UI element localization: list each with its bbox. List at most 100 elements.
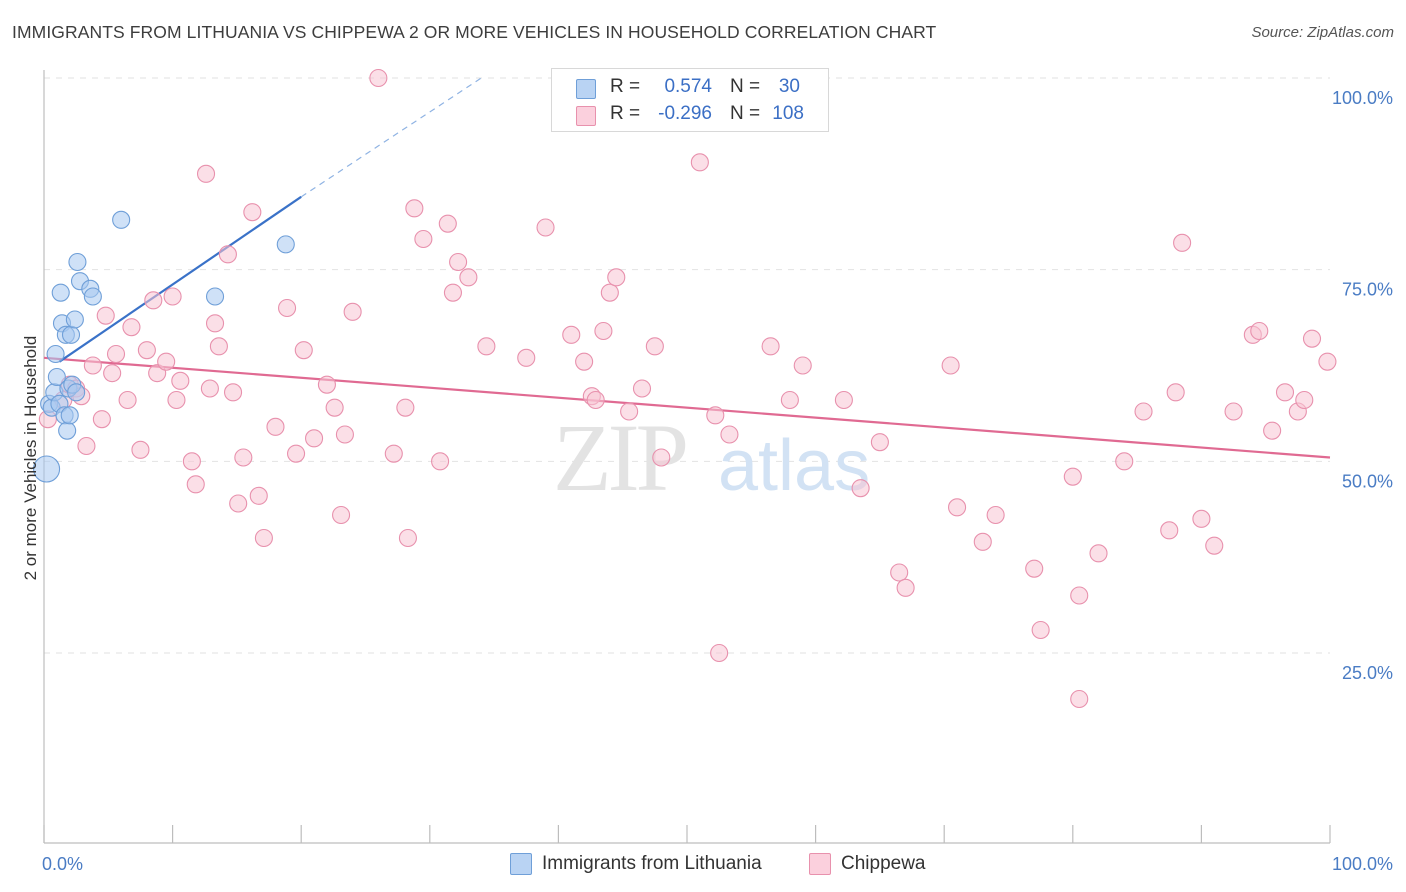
lithuania-point xyxy=(60,406,79,425)
chippewa-point xyxy=(438,214,457,233)
y-tick-label: 25.0% xyxy=(1342,663,1393,683)
r-label: R = xyxy=(610,76,641,97)
lithuania-point xyxy=(47,367,66,387)
r-value-chippewa: -0.296 xyxy=(658,103,712,124)
chippewa-point xyxy=(234,448,253,467)
n-value-lithuania: 30 xyxy=(778,76,800,97)
chippewa-point xyxy=(249,486,268,505)
chippewa-point xyxy=(645,337,664,356)
chippewa-point xyxy=(171,371,190,390)
x-tick-label: 100.0% xyxy=(1332,854,1393,874)
chippewa-point xyxy=(562,325,581,344)
lithuania-point xyxy=(67,383,86,402)
chippewa-point xyxy=(594,321,613,341)
chippewa-point xyxy=(1160,521,1179,540)
chippewa-point xyxy=(209,337,228,356)
chippewa-point xyxy=(317,375,336,394)
chippewa-point xyxy=(200,379,219,398)
chippewa-point xyxy=(607,268,626,287)
stats-legend: R = 0.574 N = 30 R = -0.296 N = 108 xyxy=(551,68,829,132)
chart-title: IMMIGRANTS FROM LITHUANIA VS CHIPPEWA 2 … xyxy=(12,22,937,42)
chippewa-point xyxy=(973,532,992,551)
chippewa-point xyxy=(278,298,297,318)
tick-labels: 25.0% 50.0% 75.0% 100.0% 0.0% 100.0% xyxy=(42,88,1393,874)
chippewa-point xyxy=(896,578,915,597)
chippewa-point xyxy=(1318,352,1337,371)
chippewa-point xyxy=(652,448,671,467)
chippewa-point xyxy=(414,229,433,249)
lithuania-point xyxy=(46,344,65,364)
chippewa-point xyxy=(517,348,536,367)
chippewa-point xyxy=(1070,586,1089,605)
chippewa-point xyxy=(163,287,182,306)
chippewa-point xyxy=(384,444,403,463)
chippewa-point xyxy=(986,505,1005,525)
chippewa-point xyxy=(1192,509,1211,528)
chippewa-point xyxy=(218,245,237,264)
chippewa-point xyxy=(305,429,324,448)
chippewa-point xyxy=(167,390,186,410)
lithuania-swatch xyxy=(576,79,596,99)
chippewa-point xyxy=(780,390,799,410)
chippewa-trend-line xyxy=(43,356,1331,459)
lithuania-point xyxy=(68,252,87,272)
chippewa-point xyxy=(186,475,205,494)
y-tick-label: 50.0% xyxy=(1342,471,1393,491)
chippewa-legend-label: Chippewa xyxy=(841,853,926,874)
lithuania-point xyxy=(61,325,81,344)
lithuania-point xyxy=(83,287,102,306)
chippewa-point xyxy=(459,268,478,287)
chippewa-point xyxy=(243,203,262,222)
chippewa-point xyxy=(890,563,909,582)
chippewa-point xyxy=(870,433,889,452)
chippewa-point xyxy=(1031,620,1050,640)
chippewa-point xyxy=(1089,544,1108,563)
chippewa-point xyxy=(477,337,496,356)
chippewa-point xyxy=(137,341,156,360)
chippewa-point xyxy=(96,306,115,325)
chippewa-point xyxy=(720,425,739,444)
chippewa-point xyxy=(1224,402,1243,421)
chippewa-point xyxy=(600,283,619,302)
stats-legend-row-chippewa: R = -0.296 N = 108 xyxy=(552,101,828,127)
chippewa-point xyxy=(706,406,725,425)
lithuania-legend-swatch xyxy=(510,853,532,875)
chippewa-point xyxy=(1063,467,1082,486)
chippewa-swatch xyxy=(576,106,596,126)
y-axis-label: 2 or more Vehicles in Household xyxy=(21,336,40,581)
chippewa-point xyxy=(332,505,351,525)
lithuania-point xyxy=(58,421,77,440)
lithuania-point xyxy=(205,287,225,306)
chippewa-point xyxy=(941,356,960,375)
chippewa-point xyxy=(1115,452,1134,471)
n-label: N = xyxy=(730,103,761,124)
r-value-lithuania: 0.574 xyxy=(664,76,712,97)
chippewa-point xyxy=(575,352,594,371)
data-points xyxy=(33,68,1337,709)
chippewa-point xyxy=(92,410,111,429)
chippewa-point xyxy=(948,498,967,517)
chippewa-point xyxy=(287,444,306,463)
chippewa-point xyxy=(144,291,163,310)
lithuania-point xyxy=(112,210,131,229)
stats-legend-row-lithuania: R = 0.574 N = 30 xyxy=(552,74,828,100)
chippewa-point xyxy=(196,164,216,183)
watermark: ZIP atlas xyxy=(553,404,870,511)
r-label: R = xyxy=(610,103,641,124)
n-label: N = xyxy=(730,76,761,97)
chippewa-point xyxy=(761,337,780,356)
chippewa-point xyxy=(405,199,424,218)
chippewa-point xyxy=(1173,233,1192,252)
y-tick-label: 75.0% xyxy=(1342,280,1393,300)
chippewa-point xyxy=(431,452,450,471)
chippewa-point xyxy=(223,383,243,402)
chippewa-point xyxy=(834,390,853,410)
n-value-chippewa: 108 xyxy=(772,103,804,124)
chippewa-legend-swatch xyxy=(809,853,831,875)
watermark-atlas: atlas xyxy=(718,426,870,506)
grid-lines xyxy=(44,77,1330,654)
chippewa-point xyxy=(369,68,388,88)
lithuania-point xyxy=(51,283,70,302)
chippewa-point xyxy=(343,302,362,321)
x-tick-label: 0.0% xyxy=(42,854,83,874)
